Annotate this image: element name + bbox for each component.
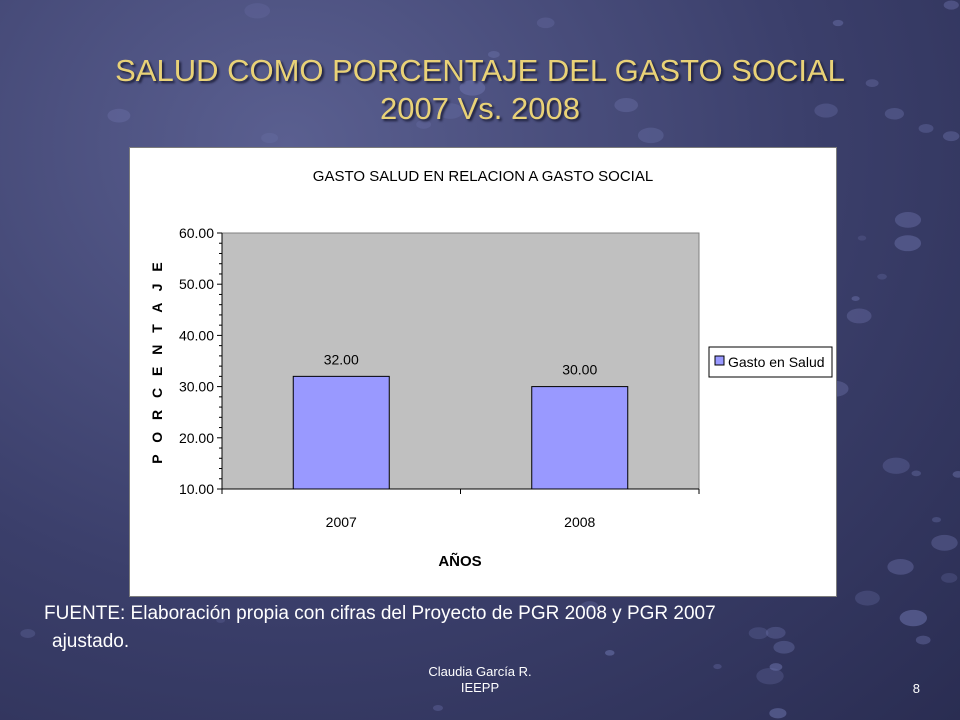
decor-dot (773, 640, 795, 654)
decor-dot (865, 79, 879, 88)
y-tick-label: 10.00 (179, 481, 214, 497)
y-tick-label: 20.00 (179, 430, 214, 446)
x-tick-label: 2007 (326, 514, 357, 530)
legend-label: Gasto en Salud (728, 354, 825, 370)
decor-dot (769, 708, 787, 719)
decor-dot (261, 132, 279, 144)
decor-dot (604, 649, 615, 656)
decor-dot (107, 108, 131, 123)
decor-dot (931, 517, 942, 523)
decor-dot (125, 60, 136, 66)
author-org: IEEPP (460, 680, 500, 695)
decor-dot (459, 80, 486, 96)
decor-dot (941, 573, 958, 583)
plot-area: 10.00 20.00 30.00 40.00 50.00 60.00 32.00 2007 3… (179, 225, 700, 530)
decor-dot (216, 617, 226, 623)
decor-dot (437, 103, 464, 119)
y-tick-label: 30.00 (179, 379, 214, 395)
y-tick-label: 40.00 (179, 327, 214, 343)
legend: Gasto en Salud (708, 346, 833, 378)
bar-chart: GASTO SALUD EN RELACION A GASTO SOCIAL 1… (149, 168, 833, 570)
source-line-1: FUENTE: Elaboración propia con cifras de… (44, 603, 716, 624)
y-tick-label: 60.00 (179, 225, 214, 241)
decor-dot (769, 663, 783, 671)
decor-dot (943, 0, 959, 10)
slide-title: SALUD COMO PORCENTAJE DEL GASTO SOCIAL 2… (80, 52, 880, 128)
page-number: 8 (912, 681, 920, 696)
footer-author: Claudia García R. IEEPP (380, 664, 580, 696)
decor-dot (894, 212, 922, 228)
decor-dot (765, 626, 786, 639)
decor-dot (918, 123, 934, 133)
slide-title-line-1: SALUD COMO PORCENTAJE DEL GASTO SOCIAL (115, 53, 845, 88)
legend-box (708, 346, 833, 378)
x-tick-label: 2008 (564, 514, 595, 530)
legend-swatch (714, 355, 725, 366)
y-axis-title: P O R C E N T A J E (149, 258, 165, 463)
bar-2007 (292, 375, 390, 490)
decor-dot (614, 97, 639, 113)
decor-dot (637, 127, 664, 144)
decor-dot (899, 609, 928, 627)
decor-dot (942, 131, 960, 142)
decor-dot (911, 470, 922, 477)
chart-container: GASTO SALUD EN RELACION A GASTO SOCIAL 1… (129, 147, 837, 597)
decor-dot (581, 601, 599, 612)
decor-dot (915, 635, 931, 645)
slide-title-line-2: 2007 Vs. 2008 (380, 91, 580, 126)
decor-dot (748, 627, 769, 640)
decor-dot (877, 273, 887, 280)
decor-dot (851, 296, 860, 302)
decor-dot (814, 103, 838, 118)
bar-data-label: 32.00 (324, 351, 359, 367)
decor-dot (931, 534, 958, 551)
bar-2008 (531, 386, 629, 490)
decor-dot (536, 17, 555, 29)
source-line-2: ajustado. (52, 631, 130, 652)
decor-dot (244, 3, 271, 19)
decor-dot (20, 629, 36, 638)
decor-dot (887, 558, 914, 575)
decor-dot (882, 457, 910, 474)
decor-dot (846, 308, 872, 324)
decor-dot (713, 664, 722, 670)
chart-title: GASTO SALUD EN RELACION A GASTO SOCIAL (313, 168, 653, 185)
author-name: Claudia García R. (428, 664, 532, 679)
decor-dot (416, 119, 432, 129)
x-axis-title: AÑOS (438, 552, 481, 570)
decor-dot (488, 50, 500, 58)
decor-dot (854, 590, 880, 606)
decor-dot (952, 471, 960, 478)
decor-dot (857, 235, 867, 241)
y-tick-label: 50.00 (179, 276, 214, 292)
bar-data-label: 30.00 (562, 362, 597, 378)
decor-dot (432, 704, 444, 712)
decor-dot (884, 107, 904, 120)
decor-dot (894, 235, 922, 252)
decor-dot (832, 19, 844, 27)
source-note: FUENTE: Elaboración propia con cifras de… (44, 600, 924, 656)
decor-dot (756, 667, 784, 685)
